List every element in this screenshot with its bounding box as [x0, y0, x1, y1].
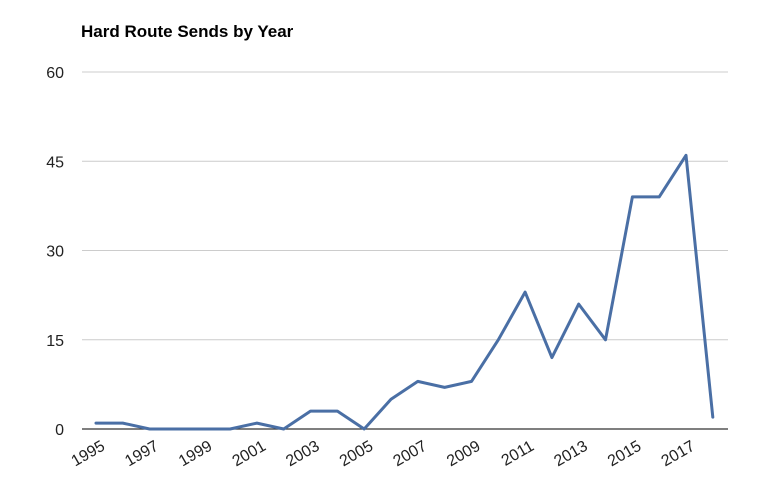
- data-point-1995: [94, 421, 98, 425]
- y-tick-label-45: 45: [46, 154, 64, 171]
- x-tick-label-2003: 2003: [283, 438, 322, 471]
- x-tick-label-2011: 2011: [499, 438, 537, 470]
- data-point-1996: [121, 421, 125, 425]
- x-tick-label-2013: 2013: [551, 438, 590, 471]
- x-tick-label-2009: 2009: [444, 438, 483, 471]
- x-tick-label-2007: 2007: [390, 438, 429, 471]
- series-line-0: [94, 153, 715, 431]
- data-point-2015: [631, 195, 634, 199]
- data-point-2010: [497, 338, 500, 341]
- x-tick-label-1999: 1999: [176, 438, 215, 471]
- data-point-1997: [148, 427, 151, 431]
- data-point-2017: [684, 154, 688, 157]
- x-tick-label-1997: 1997: [122, 438, 161, 471]
- x-tick-label-2005: 2005: [337, 438, 376, 471]
- x-tick-label-1995: 1995: [69, 438, 108, 471]
- data-point-1999: [202, 427, 205, 431]
- y-tick-label-0: 0: [55, 422, 64, 439]
- series-layer: [94, 153, 715, 431]
- y-axis-tick-labels: 0 15 30 45 60: [46, 65, 64, 439]
- data-point-2007: [416, 380, 420, 383]
- y-tick-label-60: 60: [46, 65, 64, 82]
- data-point-2002: [282, 427, 285, 431]
- chart-title: Hard Route Sends by Year: [81, 22, 294, 41]
- data-point-2006: [389, 398, 393, 401]
- data-point-2013: [577, 302, 580, 306]
- y-tick-label-15: 15: [46, 333, 64, 350]
- x-axis-tick-labels: 1995 1997 1999 2001 2003 2005 2007 2009 2011 2013…: [69, 438, 698, 471]
- data-point-2001: [255, 421, 259, 425]
- data-point-2018: [711, 415, 715, 419]
- x-tick-label-2017: 2017: [659, 438, 698, 471]
- data-point-2016: [657, 195, 661, 199]
- data-point-1998: [175, 427, 178, 431]
- data-point-2000: [228, 427, 232, 431]
- x-tick-label-2001: 2001: [230, 438, 269, 471]
- data-point-2012: [550, 356, 554, 359]
- data-point-2004: [336, 409, 339, 413]
- data-point-2005: [362, 427, 366, 431]
- data-point-2011: [523, 290, 527, 294]
- data-point-2009: [470, 380, 473, 383]
- gridlines: [82, 71, 728, 341]
- data-point-2003: [309, 409, 312, 413]
- data-point-2014: [604, 338, 607, 341]
- data-point-2008: [443, 386, 446, 389]
- y-tick-label-30: 30: [46, 244, 64, 261]
- x-tick-label-2015: 2015: [605, 438, 644, 471]
